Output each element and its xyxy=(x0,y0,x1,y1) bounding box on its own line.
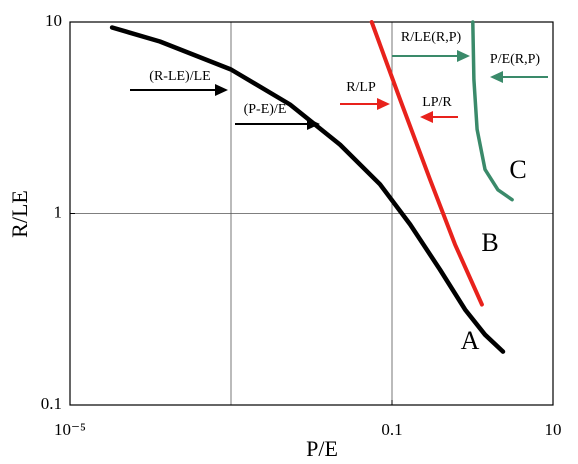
series-label: C xyxy=(509,155,526,184)
x-tick-label: 0.1 xyxy=(381,420,402,439)
y-tick-label: 10 xyxy=(45,11,62,30)
series-line xyxy=(369,20,484,307)
annotation-arrowhead xyxy=(457,50,470,62)
y-axis-label: R/LE xyxy=(7,190,32,238)
series-line xyxy=(109,25,506,354)
y-tick-label: 0.1 xyxy=(41,394,62,413)
annotation-text: (P-E)/E xyxy=(244,102,287,117)
series-line xyxy=(471,20,514,202)
annotation-arrowhead xyxy=(307,118,320,130)
annotation-text: (R-LE)/LE xyxy=(149,69,210,84)
x-tick-label: 10 xyxy=(545,420,562,439)
annotation-text: R/LP xyxy=(346,80,376,95)
x-tick-label: 10⁻⁵ xyxy=(54,420,86,439)
annotation-arrowhead xyxy=(377,98,390,110)
annotation-arrowhead xyxy=(215,84,228,96)
y-tick-label: 1 xyxy=(54,202,63,221)
annotation-arrowhead xyxy=(490,71,503,83)
series-label: A xyxy=(461,326,480,355)
annotation-arrowhead xyxy=(420,111,433,123)
annotation-text: P/E(R,P) xyxy=(490,52,541,67)
annotation-text: R/LE(R,P) xyxy=(401,30,462,45)
x-axis-label: P/E xyxy=(306,436,338,461)
series-label: B xyxy=(481,228,498,257)
annotation-text: LP/R xyxy=(422,95,452,110)
